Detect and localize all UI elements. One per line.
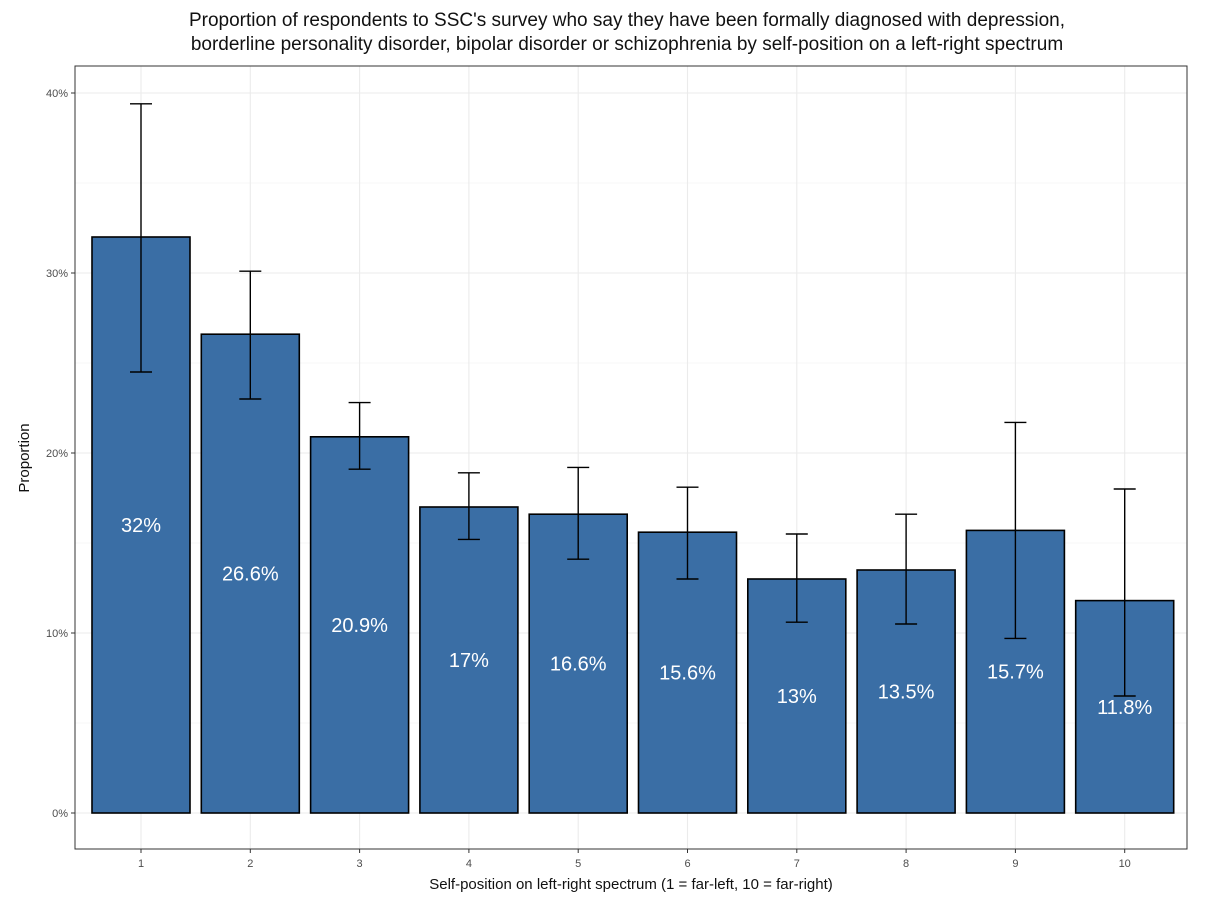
x-tick-label: 4 <box>466 858 472 870</box>
chart-title-line-2: borderline personality disorder, bipolar… <box>191 34 1063 55</box>
bar-value-label: 13.5% <box>878 682 935 704</box>
bars <box>91 236 1175 814</box>
x-tick-label: 6 <box>684 858 690 870</box>
bar-value-label: 11.8% <box>1097 697 1152 719</box>
y-tick-label: 10% <box>46 628 68 640</box>
x-tick-label: 9 <box>1012 858 1018 870</box>
bar-value-label: 16.6% <box>550 654 607 676</box>
error-bar <box>348 401 371 470</box>
error-bar <box>676 486 699 580</box>
error-bar <box>130 103 152 373</box>
bar-value-labels: 32% 26.6% 20.9% 17% 16.6% 15.6% 13% 13.5% 15.7% 1… <box>121 515 1153 719</box>
error-bar <box>457 472 480 541</box>
x-tick-label: 10 <box>1119 858 1131 870</box>
x-tick-label: 5 <box>575 858 581 870</box>
y-tick-label: 40% <box>46 88 68 100</box>
bar-value-label: 32% <box>121 515 161 537</box>
bar <box>419 506 519 814</box>
error-bars <box>130 103 1136 697</box>
bar-value-label: 26.6% <box>222 564 279 586</box>
bar-value-label: 17% <box>449 650 489 672</box>
bar <box>200 333 301 814</box>
error-bar <box>1113 488 1136 697</box>
error-bar <box>895 513 918 625</box>
error-bar <box>239 270 262 400</box>
error-bar <box>785 533 808 623</box>
x-axis-title: Self-position on left-right spectrum (1 … <box>429 876 833 893</box>
bar-value-label: 15.6% <box>659 663 716 685</box>
x-axis: 1 2 3 4 5 6 7 8 9 10 <box>138 849 1131 870</box>
error-bar <box>1004 421 1027 640</box>
chart-title-line-1: Proportion of respondents to SSC's surve… <box>189 10 1065 31</box>
y-tick-label: 20% <box>46 448 68 460</box>
y-axis-title: Proportion <box>16 423 33 492</box>
y-tick-label: 30% <box>46 268 68 280</box>
x-tick-label: 3 <box>357 858 363 870</box>
x-tick-label: 1 <box>138 858 144 870</box>
x-tick-label: 2 <box>247 858 253 870</box>
bar <box>309 435 410 814</box>
bar-value-label: 13% <box>777 686 817 708</box>
y-tick-label: 0% <box>52 808 68 820</box>
bar <box>528 513 629 814</box>
bar-value-label: 20.9% <box>331 615 388 637</box>
x-tick-label: 7 <box>794 858 800 870</box>
error-bar <box>567 466 590 560</box>
plot-panel-border <box>74 65 1188 850</box>
x-tick-label: 8 <box>903 858 909 870</box>
y-axis: 0% 10% 20% 30% 40% <box>46 88 75 820</box>
bar-value-label: 15.7% <box>987 662 1044 684</box>
